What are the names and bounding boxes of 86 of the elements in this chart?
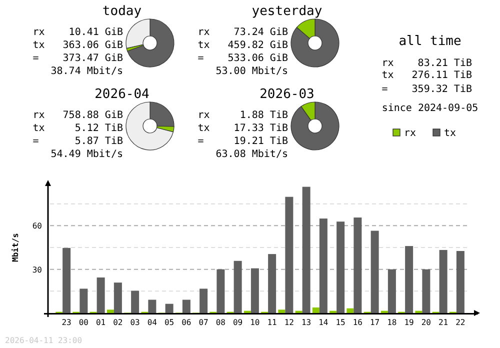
- text: = 373.47 GiB: [32, 53, 123, 64]
- bar: [278, 310, 286, 313]
- bar: [80, 288, 88, 313]
- text: rx 758.88 GiB: [32, 110, 123, 121]
- bar: [422, 269, 430, 313]
- x-tick-label: 11: [267, 318, 278, 327]
- chart-title: yesterday: [252, 4, 322, 19]
- donut-slice: [290, 18, 340, 68]
- bar: [456, 250, 464, 313]
- x-tick-label: 22: [456, 318, 466, 327]
- text: = 533.06 GiB: [198, 53, 288, 64]
- bar: [96, 277, 105, 313]
- text: = 5.87 TiB: [32, 136, 123, 147]
- bar: [370, 230, 379, 313]
- chart-title: 2026-03: [260, 87, 314, 102]
- text: tx 276.11 TiB: [382, 70, 472, 81]
- x-tick-label: 23: [62, 318, 72, 327]
- chart-title: 2026-04: [94, 87, 150, 102]
- bar: [439, 250, 448, 313]
- bar: [216, 269, 225, 313]
- bar: [405, 246, 414, 313]
- bar: [336, 222, 345, 313]
- bar: [388, 269, 396, 313]
- text: all time: [398, 34, 462, 49]
- bar: [346, 308, 354, 313]
- y-tick-label: 30: [32, 265, 42, 274]
- bar: [234, 260, 242, 313]
- bar: [114, 282, 122, 313]
- x-tick-label: 13: [301, 318, 312, 327]
- legend-label: rx: [404, 128, 416, 139]
- text: 38.74 Mbit/s: [38, 66, 123, 77]
- text: rx 10.41 GiB: [32, 27, 123, 38]
- text: rx 73.24 GiB: [198, 27, 288, 38]
- donut-slice: [126, 102, 174, 150]
- bar: [268, 254, 276, 313]
- bar: [182, 300, 190, 313]
- x-tick-label: 00: [78, 318, 89, 327]
- text: tx 17.33 TiB: [198, 123, 288, 134]
- text: = 359.32 TiB: [382, 84, 472, 95]
- x-tick-label: 18: [387, 318, 397, 327]
- x-tick-label: 06: [182, 318, 192, 327]
- bar: [302, 186, 310, 313]
- bar: [148, 300, 156, 313]
- x-tick-label: 10: [250, 318, 260, 327]
- donut-slice: [127, 18, 174, 68]
- text: rx 83.21 TiB: [382, 58, 472, 69]
- bar: [354, 218, 362, 313]
- bar: [200, 288, 208, 313]
- y-axis-title: Mbit/s: [11, 232, 20, 262]
- x-tick-label: 09: [232, 318, 243, 327]
- text: tx 363.06 GiB: [32, 40, 123, 51]
- x-tick-label: 20: [421, 318, 432, 327]
- text: = 19.21 TiB: [198, 136, 288, 147]
- text: 63.08 Mbit/s: [204, 149, 288, 160]
- x-tick-label: 08: [216, 318, 226, 327]
- bar: [319, 218, 328, 313]
- bar: [312, 307, 320, 313]
- chart-title: today: [102, 4, 142, 19]
- x-tick-label: 02: [113, 318, 123, 327]
- bar: [285, 196, 294, 313]
- text: since 2024-09-05: [382, 103, 478, 114]
- bar: [250, 268, 259, 313]
- x-tick-label: 12: [284, 318, 294, 327]
- x-tick-label: 07: [198, 318, 209, 327]
- text: 54.49 Mbit/s: [38, 149, 123, 160]
- x-tick-label: 03: [130, 318, 140, 327]
- x-tick-label: 21: [438, 318, 448, 327]
- bar: [62, 248, 71, 313]
- x-tick-label: 15: [336, 318, 346, 327]
- x-tick-label: 05: [164, 318, 174, 327]
- y-tick-label: 60: [32, 222, 42, 231]
- bar: [106, 310, 114, 313]
- donut-slice: [290, 102, 340, 150]
- x-tick-label: 04: [147, 318, 158, 327]
- x-tick-label: 17: [370, 318, 380, 327]
- text: tx 5.12 TiB: [32, 123, 123, 134]
- text: rx 1.88 TiB: [198, 110, 288, 121]
- text: 53.00 Mbit/s: [204, 66, 288, 77]
- x-tick-label: 19: [404, 318, 414, 327]
- x-tick-label: 01: [96, 318, 106, 327]
- bar: [165, 304, 174, 313]
- bar: [131, 290, 140, 313]
- legend-label: tx: [444, 128, 456, 139]
- text: tx 459.82 GiB: [198, 40, 288, 51]
- x-tick-label: 16: [352, 318, 363, 327]
- x-tick-label: 14: [318, 318, 328, 327]
